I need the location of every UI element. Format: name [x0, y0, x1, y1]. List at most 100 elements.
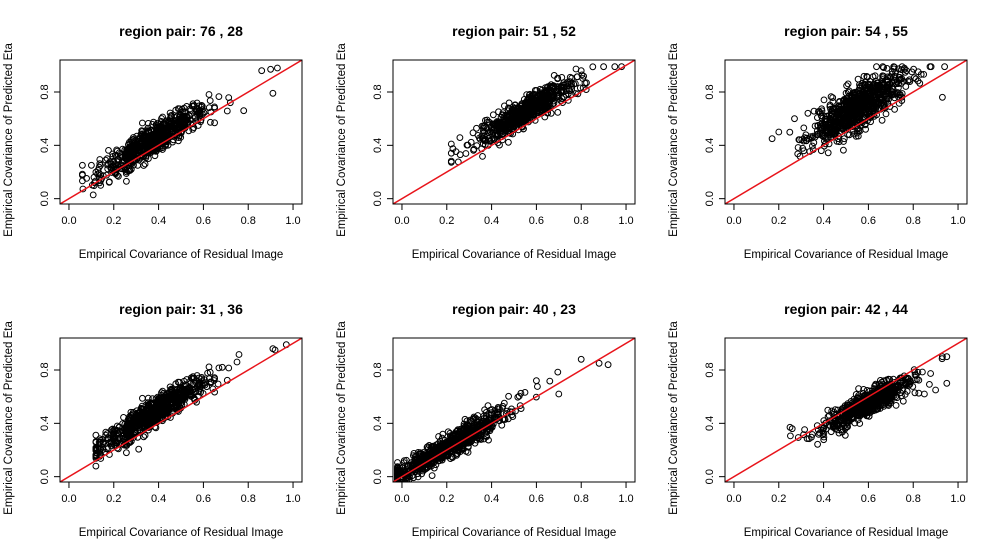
data-point [578, 71, 586, 79]
data-point [173, 120, 181, 128]
data-point [468, 425, 475, 433]
data-point [911, 371, 919, 379]
data-point [90, 173, 98, 181]
data-point [186, 105, 194, 113]
data-point [555, 390, 563, 398]
data-point [181, 394, 189, 402]
chart-panel-4: region pair: 31 , 360.0 0.2 0.4 0.6 0.8 1.00.… [3, 301, 303, 539]
data-point [214, 380, 222, 388]
data-point [900, 372, 908, 380]
data-point [480, 124, 487, 132]
data-point [482, 419, 490, 427]
data-point [885, 395, 893, 403]
data-point [135, 445, 143, 453]
data-point [560, 81, 568, 89]
x-tick-label: 0.0 [61, 493, 76, 505]
data-point [200, 109, 208, 117]
data-point [547, 89, 555, 97]
y-tick-label: 0.4 [39, 416, 51, 431]
data-point [817, 147, 825, 155]
plot-frame [392, 337, 636, 483]
data-point [97, 162, 104, 169]
data-point [460, 420, 468, 428]
data-point [849, 406, 856, 414]
data-point [113, 147, 121, 155]
data-point [452, 428, 460, 436]
data-point [775, 128, 783, 136]
chart-panel-6: region pair: 42 , 440.0 0.2 0.4 0.6 0.8 1.00.… [668, 301, 968, 539]
data-point [886, 80, 893, 88]
data-point [927, 370, 934, 377]
x-tick-label: 0.8 [574, 493, 589, 505]
x-tick-label: 0.0 [394, 493, 409, 505]
data-point [394, 471, 401, 479]
data-point [205, 104, 213, 111]
data-point [823, 126, 831, 134]
data-point [129, 135, 137, 143]
data-point [817, 122, 825, 130]
x-axis-title: Empirical Covariance of Residual Image [79, 527, 284, 539]
x-tick-label: 0.8 [574, 215, 589, 227]
data-point [97, 182, 105, 189]
data-point [525, 96, 533, 104]
data-point [131, 155, 139, 163]
x-tick-label: 1.0 [285, 493, 300, 505]
y-tick-label: 0.8 [39, 84, 51, 99]
data-point [410, 460, 418, 468]
data-point [169, 405, 177, 413]
data-point [856, 420, 864, 427]
data-point [174, 124, 182, 132]
data-point [205, 363, 213, 371]
data-point [851, 90, 858, 97]
chart-title: region pair: 42 , 44 [784, 301, 908, 317]
data-point [824, 413, 832, 421]
data-point [878, 378, 886, 386]
data-point [496, 141, 503, 149]
data-point [140, 433, 148, 441]
data-point [235, 351, 243, 358]
data-point [121, 430, 128, 438]
data-point [544, 83, 552, 90]
data-point [804, 109, 812, 117]
data-point [912, 75, 920, 83]
data-point [514, 103, 522, 111]
data-point [577, 67, 585, 75]
data-point [195, 388, 203, 396]
data-point [841, 431, 849, 439]
data-point [838, 124, 846, 132]
data-point [840, 96, 848, 103]
data-point [520, 96, 528, 103]
data-point [476, 432, 483, 439]
data-point [814, 440, 821, 448]
data-point [818, 119, 826, 127]
data-point [919, 368, 926, 376]
data-point [867, 407, 875, 414]
x-tick-label: 0.4 [816, 493, 831, 505]
data-point [215, 364, 223, 372]
data-point [223, 107, 231, 115]
reference-line [393, 60, 635, 204]
data-point [860, 386, 867, 393]
data-point [476, 136, 484, 143]
data-point [170, 396, 178, 404]
data-point [186, 384, 194, 392]
data-point [827, 105, 834, 113]
data-point [814, 114, 821, 121]
data-point [177, 134, 185, 141]
data-point [809, 142, 816, 150]
data-point [410, 450, 418, 457]
data-point [786, 128, 794, 136]
data-point [147, 418, 155, 426]
data-point [932, 386, 939, 394]
y-tick-label: 0.0 [704, 191, 716, 206]
data-point [164, 129, 172, 137]
data-point [149, 121, 156, 128]
data-point [579, 75, 587, 82]
data-point [887, 399, 894, 407]
data-point [545, 93, 553, 100]
data-point [491, 410, 499, 418]
data-point [447, 157, 455, 165]
data-point [211, 103, 218, 111]
data-point [825, 412, 833, 419]
data-point [859, 405, 867, 413]
